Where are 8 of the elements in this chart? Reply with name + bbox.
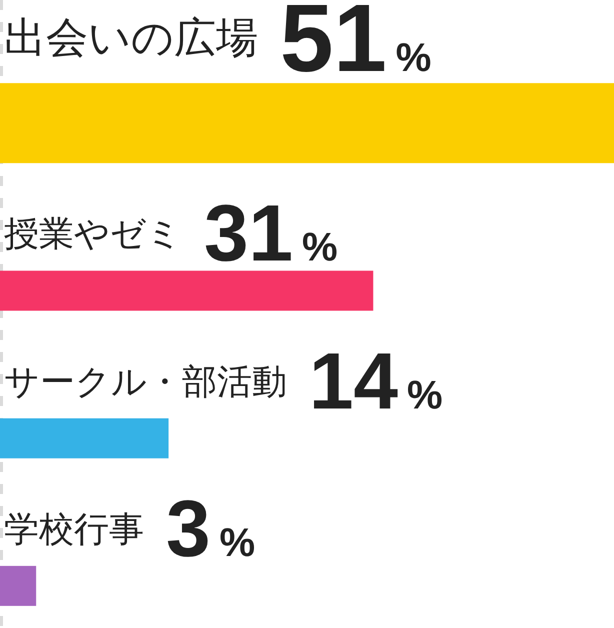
value-label: 51% <box>280 0 432 92</box>
value-label: 3% <box>166 484 256 573</box>
category-label: 授業やゼミ <box>4 214 182 254</box>
value-label: 14% <box>309 336 443 426</box>
category-label: 学校行事 <box>4 510 144 549</box>
value-label: 31% <box>204 188 338 278</box>
category-label: 出会いの広場 <box>4 14 258 62</box>
category-label: サークル・部活動 <box>4 362 287 402</box>
